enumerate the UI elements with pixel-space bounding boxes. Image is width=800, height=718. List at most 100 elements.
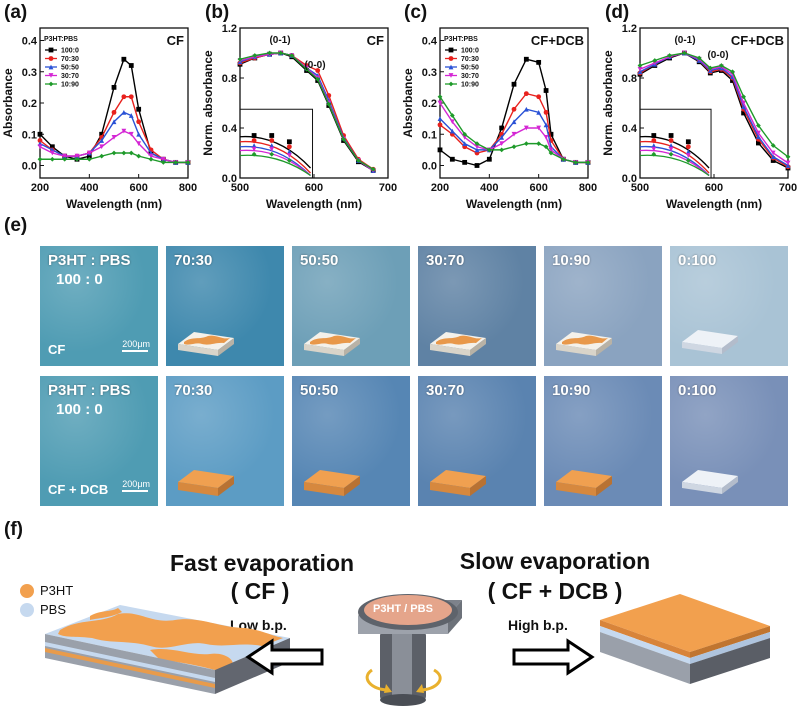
data-point — [99, 131, 105, 137]
plot-frame — [239, 27, 389, 179]
scale-bar: 200μm — [122, 479, 150, 492]
data-point — [37, 156, 43, 162]
data-point — [173, 159, 179, 165]
data-point — [437, 122, 443, 128]
fast-evaporation-title: Fast evaporation — [170, 550, 355, 576]
legend-title: P3HT:PBS — [444, 36, 478, 43]
data-point — [652, 60, 658, 66]
inset-box — [240, 108, 314, 178]
data-point — [185, 159, 191, 165]
tile-ratio-label: 0:100 — [678, 252, 717, 269]
pbs-legend-swatch — [20, 602, 34, 617]
series-line — [39, 130, 188, 164]
tile-ratio-label: 10:90 — [552, 382, 591, 399]
data-point — [756, 123, 761, 128]
x-axis-label: Wavelength (nm) — [666, 197, 762, 211]
data-point — [785, 154, 791, 160]
micrograph-tile: P3HT : PBS 100 : 0 CF + DCB 200μm — [40, 376, 158, 506]
data-point — [756, 140, 761, 146]
high-bp-label: High b.p. — [508, 617, 568, 633]
data-point — [543, 109, 549, 115]
tile-solvent-label: CF + DCB — [48, 482, 109, 497]
tile-solvent-label: CF — [48, 342, 66, 357]
inset-point — [286, 158, 292, 163]
data-point — [652, 58, 658, 63]
data-point — [341, 136, 346, 142]
micrograph-tile: 50:50 — [292, 246, 410, 366]
data-point — [770, 158, 776, 163]
data-point — [37, 138, 43, 143]
data-point — [756, 134, 761, 140]
micrograph-tile: 0:100 — [670, 376, 788, 506]
inset-frame — [640, 108, 712, 178]
inset-point — [668, 146, 674, 152]
inset-point — [251, 146, 257, 152]
data-point — [523, 141, 529, 147]
x-tick-label: 600 — [705, 182, 723, 194]
data-point — [136, 131, 142, 137]
inset-curve — [239, 154, 311, 177]
data-point — [121, 150, 127, 156]
data-point — [536, 59, 542, 65]
series-30-70 — [637, 50, 791, 176]
data-point — [543, 144, 549, 150]
data-point — [719, 63, 724, 68]
legend-title: P3HT:PBS — [44, 36, 78, 43]
film-schematic-icon — [556, 332, 612, 356]
schematic-legend: P3HT PBS — [20, 583, 73, 617]
y-tick-label: 0.4 — [222, 123, 238, 135]
tile-ratio-label: 70:30 — [174, 382, 213, 399]
legend-marker — [448, 81, 454, 87]
data-point — [86, 156, 92, 162]
micrograph-tile: P3HT : PBS 100 : 0 CF 200μm — [40, 246, 158, 366]
series-line — [439, 92, 588, 164]
panel-tag: CF+DCB — [531, 33, 584, 48]
data-point — [136, 106, 142, 112]
series-line — [439, 96, 588, 164]
scale-bar: 200μm — [122, 339, 150, 352]
slow-evaporation-title: Slow evaporation — [459, 548, 651, 574]
data-point — [486, 147, 492, 153]
data-point — [511, 106, 517, 112]
inset-point — [685, 139, 691, 145]
data-point — [99, 144, 105, 150]
data-point — [37, 144, 43, 150]
chart-c: 200 400 600 800 0.0 0.1 0.2 0.3 0.4 Wavelength (n… — [401, 27, 597, 211]
x-axis-label: Wavelength (nm) — [266, 197, 362, 211]
data-point — [707, 65, 713, 71]
p3ht-legend-label: P3HT — [40, 583, 74, 598]
data-point — [267, 50, 272, 56]
legend-marker — [48, 47, 54, 53]
y-tick-label: 0.8 — [222, 73, 237, 85]
series-line — [639, 52, 789, 164]
inset-point — [251, 133, 257, 138]
data-point — [136, 153, 142, 159]
x-tick-label: 800 — [179, 182, 197, 194]
data-point — [785, 163, 791, 168]
series-50-50 — [637, 50, 791, 176]
data-point — [785, 160, 791, 166]
x-axis-label: Wavelength (nm) — [66, 197, 162, 211]
data-point — [449, 128, 455, 134]
data-point — [437, 100, 443, 106]
data-point — [499, 134, 505, 140]
x-tick-label: 800 — [579, 182, 597, 194]
micrograph-tile: 10:90 — [544, 376, 662, 506]
inset-point — [286, 139, 292, 145]
inset-frame — [240, 108, 314, 178]
micrograph-row-cfdcb: P3HT : PBS 100 : 0 CF + DCB 200μm 70:30 50:50… — [40, 376, 790, 506]
chart-d: 500 600 700 0.0 0.4 0.8 1.2 Wavelength (nm) Norm… — [601, 23, 797, 211]
data-point — [128, 94, 134, 100]
x-tick-label: 200 — [431, 182, 449, 194]
data-point — [770, 154, 776, 160]
slow-solvent: ( CF + DCB ) — [487, 578, 623, 604]
micrograph-row-cf: P3HT : PBS 100 : 0 CF 200μm 70:30 50:50 30:70 1… — [40, 246, 790, 366]
data-point — [128, 131, 134, 137]
data-point — [449, 113, 455, 118]
panel-tag: CF — [167, 33, 184, 48]
inset-curve — [639, 154, 710, 177]
data-point — [741, 100, 746, 106]
film-schematic-icon — [178, 470, 234, 496]
x-tick-label: 700 — [779, 182, 797, 194]
